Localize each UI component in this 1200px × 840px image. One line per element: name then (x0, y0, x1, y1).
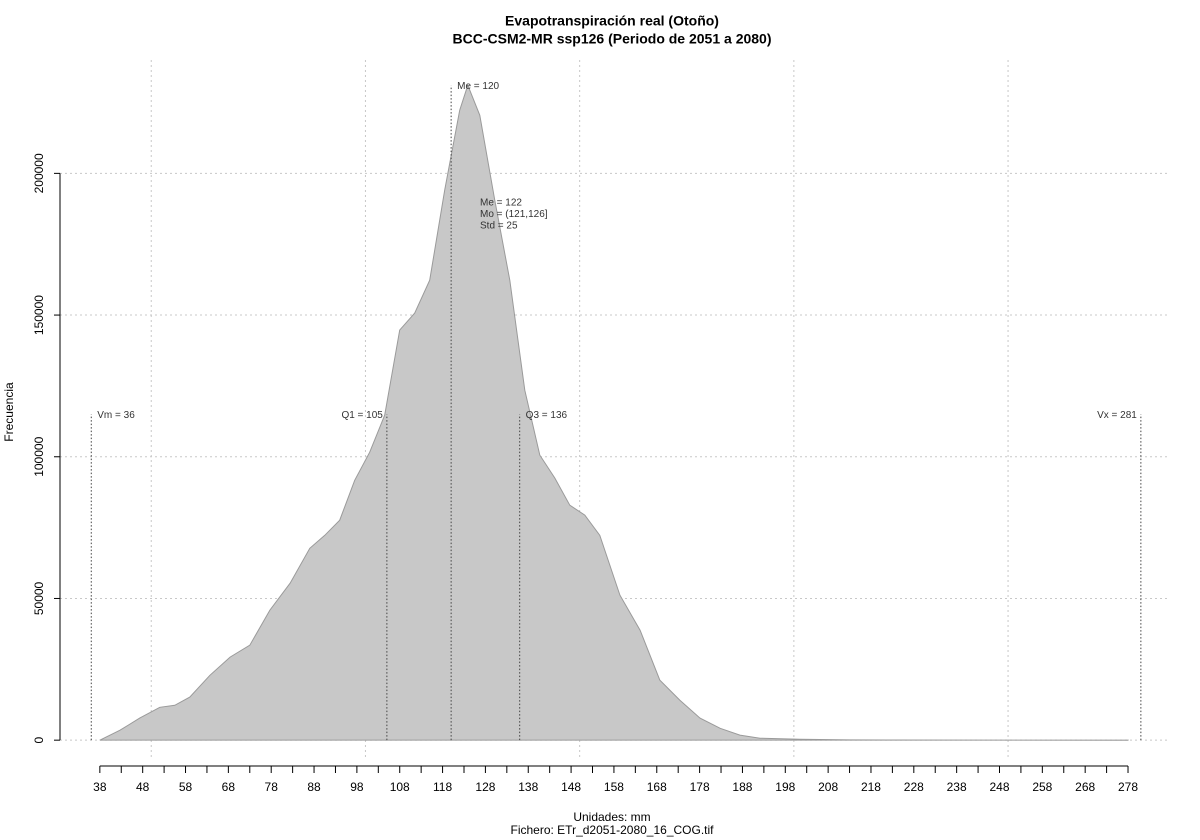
x-tick-label: 208 (818, 780, 838, 794)
x-tick-label: 268 (1075, 780, 1095, 794)
marker-label: Q1 = 105 (341, 410, 383, 421)
marker-label: Q3 = 136 (526, 410, 568, 421)
x-tick-label: 168 (647, 780, 667, 794)
stats-label: Me = 122 (480, 198, 522, 209)
x-tick-label: 178 (690, 780, 710, 794)
x-tick-label: 188 (732, 780, 752, 794)
caption: Fichero: ETr_d2051-2080_16_COG.tif (511, 823, 715, 837)
x-tick-label: 278 (1118, 780, 1138, 794)
y-tick-label: 200000 (32, 153, 46, 193)
x-tick-label: 38 (93, 780, 107, 794)
y-axis-label: Frecuencia (2, 382, 16, 442)
x-tick-label: 108 (390, 780, 410, 794)
x-tick-label: 248 (989, 780, 1009, 794)
x-tick-label: 228 (904, 780, 924, 794)
marker-label: Me = 120 (457, 81, 499, 92)
stats-label: Std = 25 (480, 221, 518, 232)
x-tick-label: 98 (350, 780, 364, 794)
marker-label: Vm = 36 (97, 410, 135, 421)
y-tick-label: 150000 (32, 295, 46, 335)
x-tick-label: 68 (222, 780, 236, 794)
x-tick-label: 238 (947, 780, 967, 794)
stats-label: Mo = (121,126] (480, 209, 548, 220)
x-tick-label: 118 (433, 780, 452, 794)
x-tick-label: 218 (861, 780, 881, 794)
x-axis-label: Unidades: mm (573, 810, 650, 824)
x-tick-label: 78 (265, 780, 279, 794)
x-tick-label: 48 (136, 780, 150, 794)
x-tick-label: 138 (518, 780, 538, 794)
y-tick-label: 50000 (32, 581, 46, 615)
x-tick-label: 148 (561, 780, 581, 794)
chart-subtitle: BCC-CSM2-MR ssp126 (Periodo de 2051 a 20… (453, 31, 772, 47)
x-tick-label: 158 (604, 780, 624, 794)
x-tick-label: 58 (179, 780, 193, 794)
x-tick-label: 128 (475, 780, 495, 794)
chart-title: Evapotranspiración real (Otoño) (505, 13, 719, 29)
density-area (99, 83, 1129, 741)
y-tick-label: 0 (32, 737, 46, 744)
x-tick-label: 258 (1032, 780, 1052, 794)
x-tick-label: 88 (307, 780, 321, 794)
x-tick-label: 198 (775, 780, 795, 794)
marker-label: Vx = 281 (1097, 410, 1137, 421)
y-tick-label: 100000 (32, 436, 46, 476)
